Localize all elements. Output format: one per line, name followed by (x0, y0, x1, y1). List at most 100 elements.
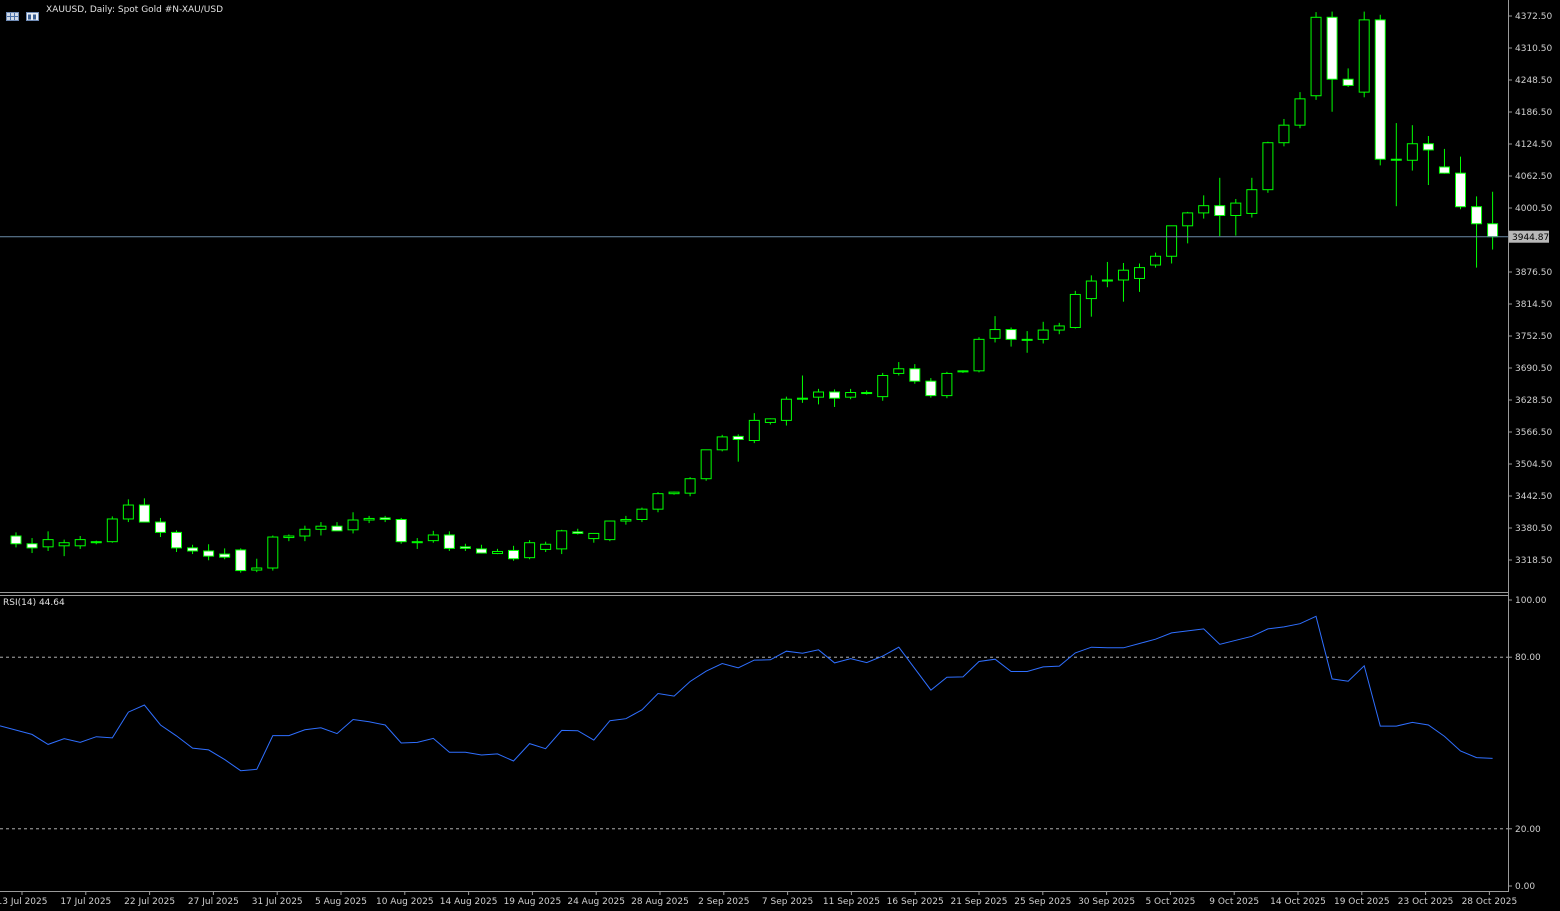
candle-body (604, 520, 616, 541)
candle (1005, 327, 1017, 347)
candle-body (427, 534, 439, 542)
candle-body (1117, 269, 1129, 281)
time-tick-label: 5 Aug 2025 (315, 897, 367, 907)
candle (893, 362, 905, 376)
candle-body (1374, 19, 1386, 160)
candle-body (331, 525, 343, 532)
time-tick-label: 19 Oct 2025 (1334, 897, 1390, 907)
candle-body (764, 418, 776, 423)
candle (780, 396, 792, 426)
candle-body (636, 508, 648, 520)
candle (1294, 92, 1306, 129)
candle (909, 364, 921, 384)
rsi-tick-label: 20.00 (1515, 825, 1541, 835)
candle-body (26, 543, 38, 549)
candle (588, 532, 600, 543)
time-tick-label: 21 Sep 2025 (950, 897, 1007, 907)
price-tick-label: 4310.50 (1515, 44, 1552, 54)
candle (235, 548, 247, 573)
price-tick-label: 3442.50 (1515, 492, 1552, 502)
time-tick-label: 13 Jul 2025 (0, 897, 47, 907)
rsi-axis: 100.00 80.00 20.00 0.00 (1508, 596, 1547, 892)
candle (684, 477, 696, 497)
candle (492, 548, 503, 555)
candle (219, 548, 231, 560)
time-tick-label: 30 Sep 2025 (1078, 897, 1135, 907)
candle (1422, 136, 1434, 186)
time-tick-label: 27 Jul 2025 (188, 897, 239, 907)
time-tick-label: 10 Aug 2025 (376, 897, 434, 907)
time-tick-label: 7 Sep 2025 (762, 897, 813, 907)
candle (813, 388, 824, 405)
candle (845, 388, 857, 400)
candle (379, 515, 391, 523)
rsi-indicator-label: RSI(14) 44.64 (3, 598, 65, 608)
rsi-levels (0, 656, 1508, 830)
time-tick-label: 19 Aug 2025 (504, 897, 562, 907)
candle (1230, 198, 1242, 236)
candle (267, 535, 279, 571)
candle (411, 538, 423, 549)
candle-body (1166, 225, 1178, 257)
candle (1326, 11, 1338, 112)
candle (1278, 118, 1290, 147)
time-tick-label: 14 Aug 2025 (440, 897, 498, 907)
time-tick-label: 31 Jul 2025 (252, 897, 303, 907)
candle-body (395, 518, 407, 543)
candle-body (684, 478, 696, 494)
time-tick-label: 22 Jul 2025 (124, 897, 175, 907)
chart-grid-icon[interactable] (6, 6, 19, 21)
chart-window-icon[interactable] (26, 6, 39, 21)
candle (861, 390, 873, 395)
candle-body (315, 525, 327, 530)
price-tick-label: 3814.50 (1515, 300, 1552, 310)
candle-body (122, 504, 134, 520)
price-tick-label: 3876.50 (1515, 268, 1552, 278)
candle (58, 539, 70, 557)
candle-body (443, 534, 455, 549)
candle-body (235, 549, 247, 572)
candle-body (267, 536, 279, 569)
candle (1182, 211, 1194, 244)
candle (620, 515, 632, 525)
candle-body (508, 549, 520, 560)
candle-body (219, 553, 231, 558)
rsi-series-line (0, 615, 1493, 772)
candle-body (732, 435, 744, 440)
price-tick-label: 4124.50 (1515, 140, 1552, 150)
candle-body (363, 517, 375, 521)
candle-body (556, 530, 568, 550)
candle-body (347, 519, 359, 531)
rsi-line (0, 615, 1493, 772)
candle (395, 517, 407, 544)
candle-body (572, 531, 584, 534)
candle (925, 378, 937, 398)
candle-body (1262, 142, 1274, 191)
candle (1487, 191, 1499, 250)
time-tick-label: 24 Aug 2025 (567, 897, 625, 907)
candle (748, 413, 760, 444)
candle (10, 532, 22, 548)
candle (732, 434, 744, 462)
candle (251, 558, 263, 573)
candle (989, 316, 1001, 343)
candle-body (1101, 279, 1113, 282)
price-tick-label: 3566.50 (1515, 428, 1552, 438)
candle (700, 449, 712, 481)
candle-body (1037, 329, 1049, 340)
candle-body (1278, 124, 1290, 144)
candle (1471, 196, 1483, 268)
candle-body (588, 532, 600, 540)
candle (74, 536, 86, 549)
candle-body (1294, 98, 1306, 126)
candle-body (1182, 212, 1194, 227)
candle-body (283, 535, 295, 539)
candle (1053, 322, 1065, 335)
candle (1069, 290, 1081, 329)
candle-body (909, 368, 921, 382)
candle-body (1326, 16, 1338, 80)
candle-body (829, 391, 841, 399)
time-tick-label: 11 Sep 2025 (823, 897, 880, 907)
candle-body (845, 392, 857, 398)
